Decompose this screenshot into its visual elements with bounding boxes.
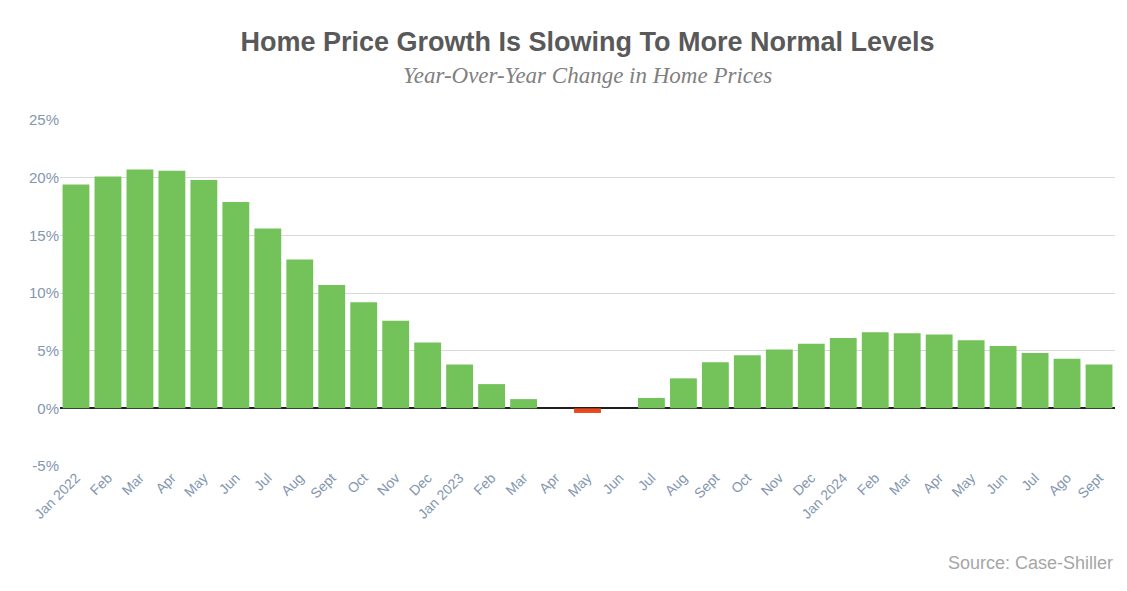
svg-text:Ago: Ago [1045, 470, 1074, 499]
svg-text:10%: 10% [29, 284, 59, 301]
svg-text:Apr: Apr [152, 470, 179, 497]
svg-text:Jun: Jun [599, 470, 626, 497]
svg-text:Jan 2023: Jan 2023 [415, 470, 467, 522]
svg-text:25%: 25% [29, 111, 59, 128]
svg-text:Oct: Oct [344, 470, 371, 497]
svg-text:Jan 2022: Jan 2022 [31, 470, 83, 522]
svg-text:Jul: Jul [635, 470, 659, 494]
svg-text:Dec: Dec [789, 470, 818, 499]
svg-text:Jul: Jul [251, 470, 275, 494]
svg-text:Dec: Dec [406, 470, 435, 499]
svg-text:Jun: Jun [983, 470, 1010, 497]
svg-text:Sept: Sept [1074, 470, 1106, 502]
svg-text:0%: 0% [37, 400, 59, 417]
svg-text:Oct: Oct [728, 470, 755, 497]
svg-text:Feb: Feb [470, 470, 499, 499]
svg-text:Source: Case-Shiller: Source: Case-Shiller [948, 553, 1113, 573]
svg-text:Aug: Aug [662, 470, 691, 499]
svg-text:Aug: Aug [278, 470, 307, 499]
svg-text:Feb: Feb [87, 470, 116, 499]
svg-text:May: May [181, 470, 211, 500]
svg-text:Sept: Sept [307, 470, 339, 502]
svg-text:Feb: Feb [854, 470, 883, 499]
svg-text:Mar: Mar [886, 470, 915, 499]
svg-text:Nov: Nov [374, 470, 403, 499]
svg-text:Nov: Nov [757, 470, 786, 499]
svg-text:-5%: -5% [32, 457, 59, 474]
svg-text:Mar: Mar [119, 470, 148, 499]
svg-text:Home Price Growth Is Slowing T: Home Price Growth Is Slowing To More Nor… [240, 27, 934, 57]
svg-text:Jun: Jun [216, 470, 243, 497]
svg-text:Apr: Apr [920, 470, 947, 497]
svg-text:Year-Over-Year Change in Home: Year-Over-Year Change in Home Prices [403, 63, 772, 88]
svg-text:May: May [565, 470, 595, 500]
svg-text:Jan 2024: Jan 2024 [798, 470, 850, 522]
svg-text:Apr: Apr [536, 470, 563, 497]
svg-text:15%: 15% [29, 227, 59, 244]
svg-text:Mar: Mar [502, 470, 531, 499]
svg-text:Jul: Jul [1018, 470, 1042, 494]
svg-text:5%: 5% [37, 342, 59, 359]
svg-text:Sept: Sept [691, 470, 723, 502]
svg-text:May: May [948, 470, 978, 500]
svg-text:20%: 20% [29, 169, 59, 186]
